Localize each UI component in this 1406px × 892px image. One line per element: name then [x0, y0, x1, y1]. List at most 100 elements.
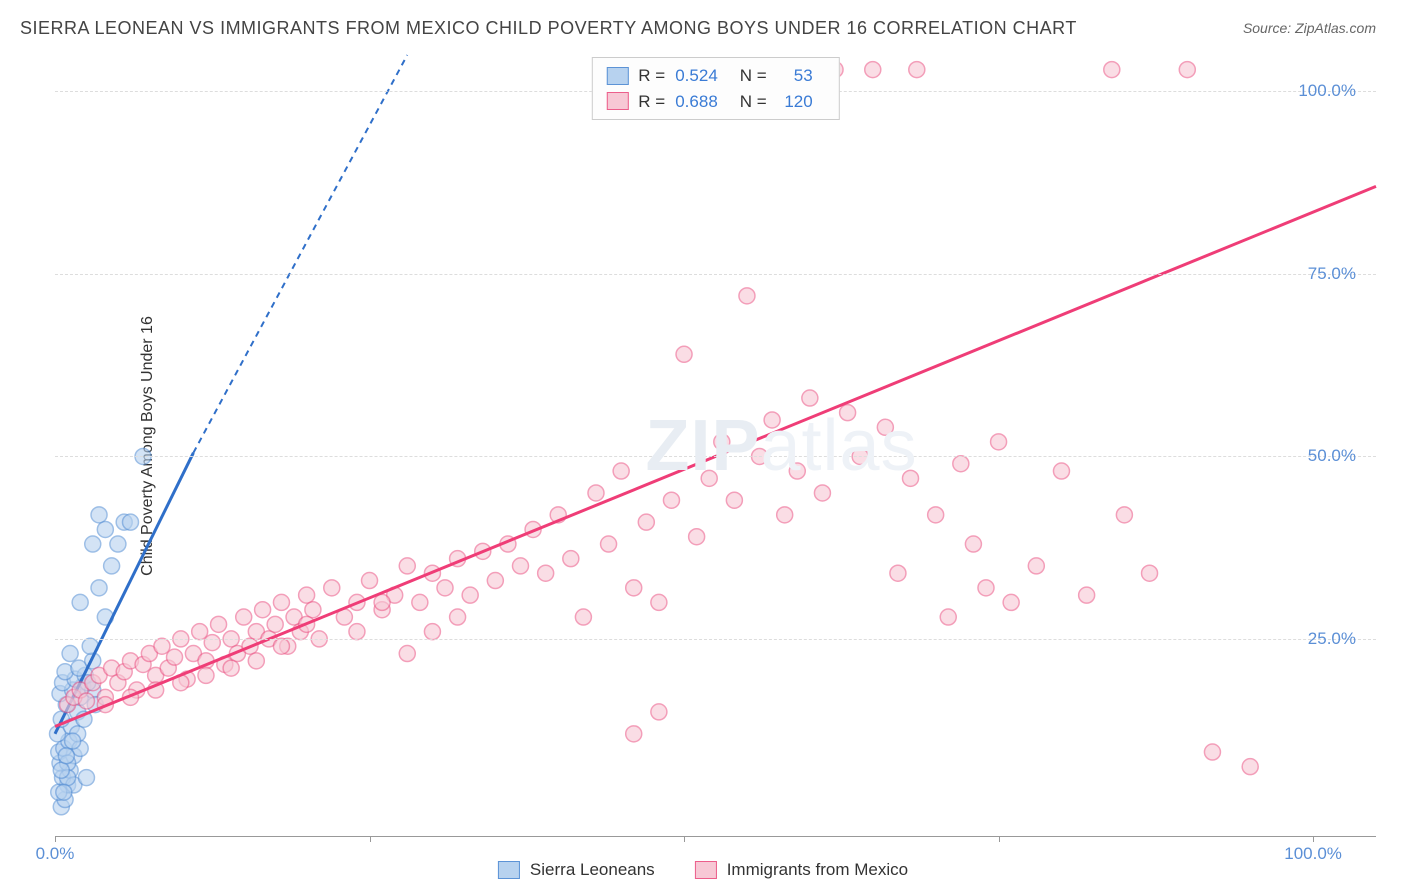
ytick-label: 75.0%: [1308, 264, 1356, 284]
data-point: [192, 624, 208, 640]
data-point: [167, 649, 183, 665]
data-point: [575, 609, 591, 625]
stats-legend: R = 0.524 N = 53 R = 0.688 N = 120: [591, 57, 839, 120]
data-point: [248, 653, 264, 669]
data-point: [65, 733, 81, 749]
data-point: [223, 660, 239, 676]
data-point: [626, 726, 642, 742]
data-point: [412, 594, 428, 610]
swatch-icon: [695, 861, 717, 879]
series-legend: Sierra Leoneans Immigrants from Mexico: [498, 860, 908, 880]
data-point: [324, 580, 340, 596]
data-point: [450, 609, 466, 625]
data-point: [940, 609, 956, 625]
data-point: [840, 405, 856, 421]
data-point: [538, 565, 554, 581]
data-point: [72, 594, 88, 610]
data-point: [62, 646, 78, 662]
data-point: [362, 573, 378, 589]
stat-n-label: N =: [740, 89, 767, 115]
data-point: [626, 580, 642, 596]
xtick-mark: [370, 836, 371, 842]
xtick-mark: [55, 836, 56, 842]
gridline: [55, 274, 1376, 275]
data-point: [204, 635, 220, 651]
data-point: [651, 704, 667, 720]
data-point: [91, 580, 107, 596]
data-point: [789, 463, 805, 479]
data-point: [613, 463, 629, 479]
data-point: [865, 62, 881, 78]
stat-n-label: N =: [740, 63, 767, 89]
data-point: [777, 507, 793, 523]
data-point: [399, 646, 415, 662]
data-point: [676, 346, 692, 362]
data-point: [701, 470, 717, 486]
legend-item: Immigrants from Mexico: [695, 860, 908, 880]
ytick-label: 50.0%: [1308, 446, 1356, 466]
data-point: [877, 419, 893, 435]
legend-label: Immigrants from Mexico: [727, 860, 908, 880]
ytick-label: 100.0%: [1298, 81, 1356, 101]
stats-row: R = 0.688 N = 120: [606, 89, 824, 115]
data-point: [78, 693, 94, 709]
chart-plot-area: ZIPatlas R = 0.524 N = 53 R = 0.688 N = …: [55, 55, 1376, 837]
data-point: [991, 434, 1007, 450]
data-point: [909, 62, 925, 78]
data-point: [85, 536, 101, 552]
data-point: [1104, 62, 1120, 78]
data-point: [349, 624, 365, 640]
data-point: [374, 594, 390, 610]
xtick-mark: [684, 836, 685, 842]
gridline: [55, 456, 1376, 457]
data-point: [1028, 558, 1044, 574]
data-point: [56, 784, 72, 800]
data-point: [1003, 594, 1019, 610]
xtick-mark: [999, 836, 1000, 842]
data-point: [97, 521, 113, 537]
data-point: [953, 456, 969, 472]
data-point: [663, 492, 679, 508]
data-point: [1242, 759, 1258, 775]
data-point: [399, 558, 415, 574]
swatch-icon: [606, 67, 628, 85]
data-point: [764, 412, 780, 428]
xtick-label: 100.0%: [1284, 844, 1342, 864]
trend-line-dash: [193, 55, 407, 453]
swatch-icon: [498, 861, 520, 879]
data-point: [651, 594, 667, 610]
data-point: [903, 470, 919, 486]
data-point: [267, 616, 283, 632]
data-point: [1142, 565, 1158, 581]
data-point: [110, 536, 126, 552]
data-point: [305, 602, 321, 618]
data-point: [890, 565, 906, 581]
stats-row: R = 0.524 N = 53: [606, 63, 824, 89]
data-point: [487, 573, 503, 589]
stat-r-value: 0.524: [675, 63, 718, 89]
data-point: [462, 587, 478, 603]
data-point: [1116, 507, 1132, 523]
data-point: [802, 390, 818, 406]
data-point: [273, 638, 289, 654]
data-point: [1179, 62, 1195, 78]
data-point: [122, 514, 138, 530]
data-point: [78, 770, 94, 786]
data-point: [424, 624, 440, 640]
data-point: [53, 762, 69, 778]
xtick-mark: [1313, 836, 1314, 842]
data-point: [104, 558, 120, 574]
data-point: [154, 638, 170, 654]
data-point: [236, 609, 252, 625]
data-point: [563, 551, 579, 567]
data-point: [58, 748, 74, 764]
data-point: [965, 536, 981, 552]
swatch-icon: [606, 92, 628, 110]
chart-title: SIERRA LEONEAN VS IMMIGRANTS FROM MEXICO…: [20, 18, 1077, 39]
data-point: [273, 594, 289, 610]
data-point: [928, 507, 944, 523]
xtick-label: 0.0%: [36, 844, 75, 864]
data-point: [1204, 744, 1220, 760]
stat-n-value: 53: [777, 63, 813, 89]
ytick-label: 25.0%: [1308, 629, 1356, 649]
